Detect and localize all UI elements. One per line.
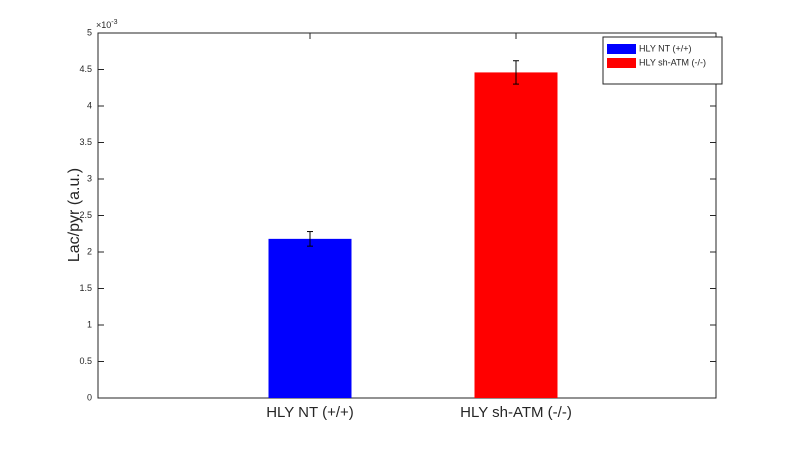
y-tick-label: 3: [87, 173, 92, 183]
y-tick-label: 4: [87, 100, 92, 110]
legend-swatch: [607, 58, 636, 68]
y-multiplier-base: ×10: [96, 20, 111, 30]
axes-box: [97, 32, 717, 399]
y-axis-label: Lac/pyr (a.u.): [66, 168, 83, 262]
y-tick-label: 0.5: [79, 356, 92, 366]
y-tick-label: 1: [87, 319, 92, 329]
y-multiplier: ×10-3: [96, 19, 118, 31]
x-tick-label: HLY NT (+/+): [266, 404, 354, 421]
legend-label: HLY NT (+/+): [639, 43, 692, 53]
y-tick-label: 2.5: [79, 210, 92, 220]
y-tick-label: 3.5: [79, 137, 92, 147]
y-tick-label: 2: [87, 246, 92, 256]
x-tick-label: HLY sh-ATM (-/-): [460, 404, 572, 421]
bar: [474, 72, 558, 399]
y-tick-label: 5: [87, 27, 92, 37]
bar: [268, 238, 352, 398]
y-multiplier-exponent: -3: [111, 19, 117, 26]
legend-swatch: [607, 44, 636, 54]
y-tick-label: 4.5: [79, 64, 92, 74]
legend-label: HLY sh-ATM (-/-): [639, 57, 706, 67]
y-tick-label: 1.5: [79, 283, 92, 293]
y-tick-label: 0: [87, 392, 92, 402]
